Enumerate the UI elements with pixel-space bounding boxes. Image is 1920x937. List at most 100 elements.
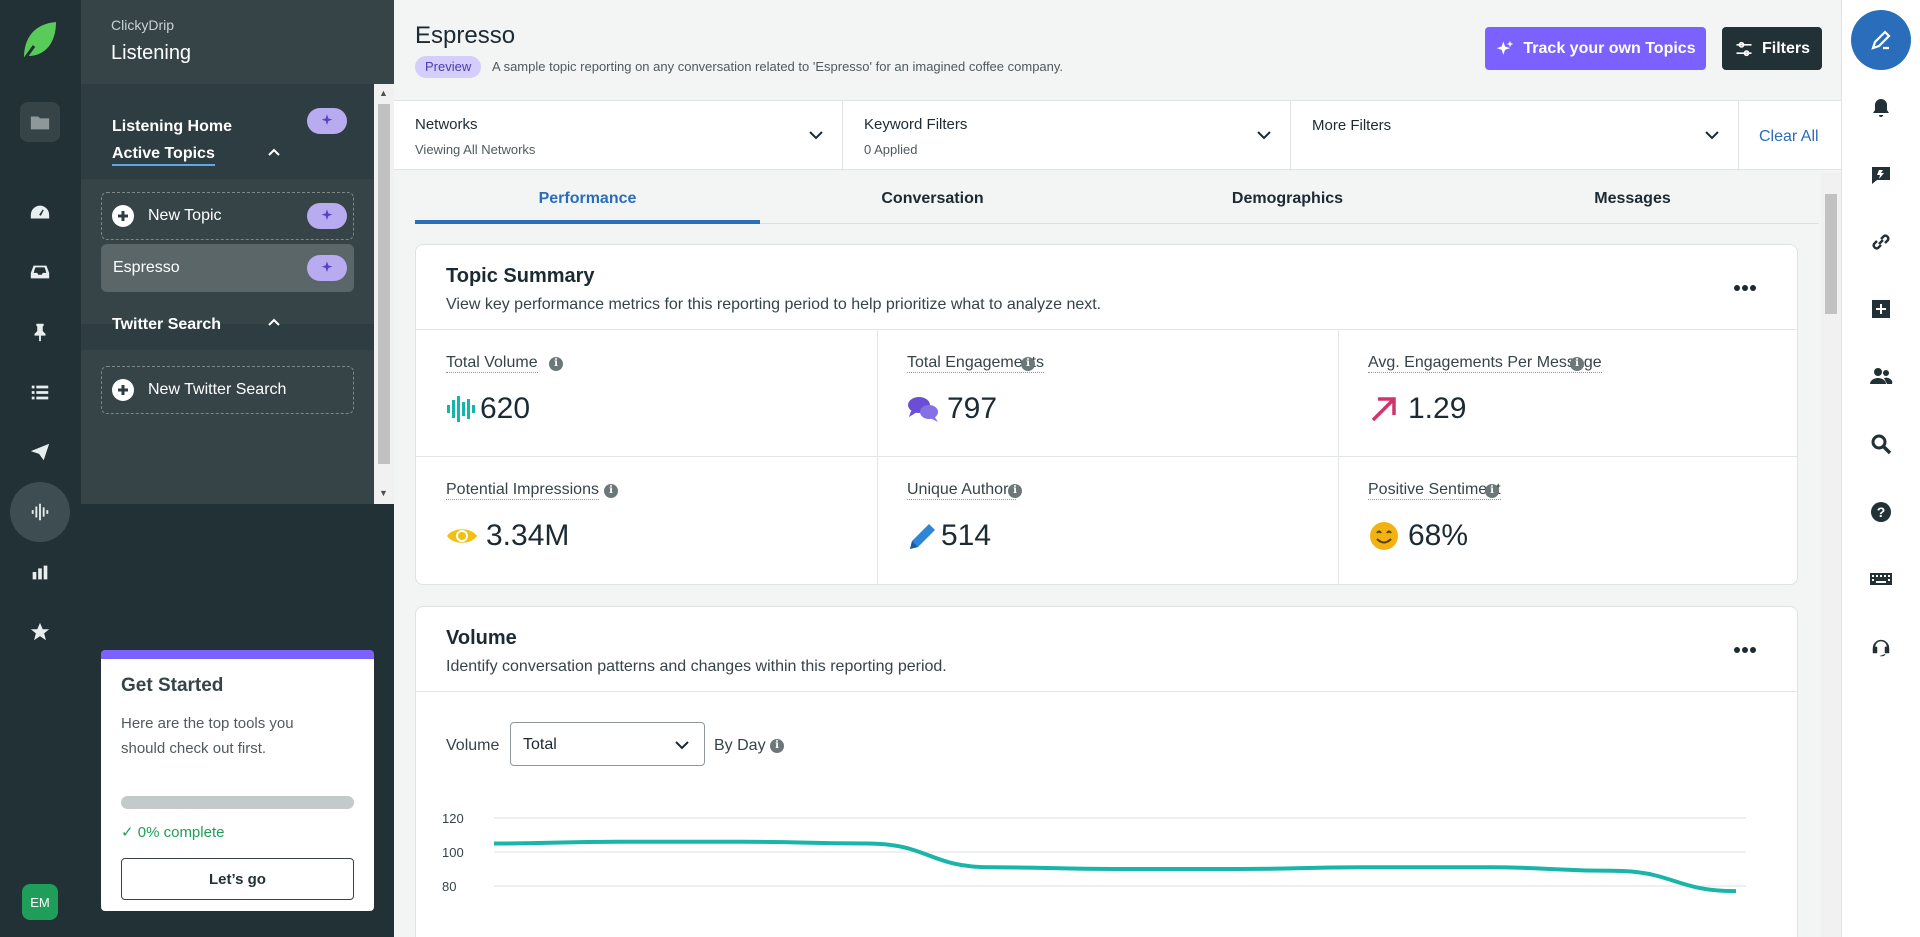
topic-summary-card: Topic Summary View key performance metri… [415, 244, 1798, 585]
subnav-scroll-thumb[interactable] [378, 104, 390, 464]
app-logo-icon[interactable] [20, 20, 58, 62]
listening-home-link[interactable]: Listening Home [112, 118, 233, 135]
metric-value: 620 [480, 392, 531, 425]
send-paper-plane-icon[interactable] [20, 432, 60, 472]
volume-title: Volume [446, 627, 517, 649]
keyboard-icon[interactable] [1869, 567, 1893, 591]
help-icon[interactable]: ? [1869, 500, 1893, 524]
networks-filter-label: Networks [415, 116, 478, 133]
by-day-label: By Day i [714, 737, 785, 755]
sparkle-icon[interactable] [307, 108, 347, 134]
activity-chat-icon[interactable] [1869, 163, 1893, 187]
metric-label[interactable]: Potential Impressions [446, 481, 599, 500]
volume-description: Identify conversation patterns and chang… [446, 658, 947, 675]
search-icon[interactable] [1869, 432, 1893, 456]
y-tick-label: 100 [442, 845, 464, 860]
clear-all-link[interactable]: Clear All [1759, 128, 1819, 145]
metric-value: 1.29 [1408, 392, 1467, 425]
metric-potential-impressions: Potential Impressions i 3.34M [416, 456, 876, 584]
sliders-icon [1736, 41, 1752, 56]
main-scroll-thumb[interactable] [1825, 194, 1837, 314]
filters-label: Filters [1761, 39, 1810, 57]
subnav-panel: Listening Home Active Topics New Topic E… [81, 84, 374, 504]
tab-demographics[interactable]: Demographics [1231, 190, 1344, 207]
networks-filter[interactable]: Networks Viewing All Networks [394, 101, 843, 171]
preview-badge: Preview [415, 56, 482, 78]
main-scrollbar[interactable] [1821, 172, 1841, 937]
metric-unique-authors: Unique Authors i 514 [877, 456, 1337, 584]
track-topics-button[interactable]: Track your own Topics [1485, 27, 1706, 70]
inbox-icon[interactable] [20, 252, 60, 292]
list-icon[interactable] [20, 372, 60, 412]
reports-bar-chart-icon[interactable] [20, 552, 60, 592]
new-twitter-search-label: New Twitter Search [148, 381, 287, 398]
add-square-icon[interactable] [1869, 297, 1893, 321]
tab-performance[interactable]: Performance [415, 180, 760, 224]
scroll-up-arrow-icon[interactable]: ▲ [379, 88, 388, 98]
progress-text: 0% complete [137, 824, 225, 841]
scroll-down-arrow-icon[interactable]: ▼ [379, 488, 388, 498]
volume-series-line[interactable] [493, 839, 1737, 894]
info-icon[interactable]: i [770, 738, 785, 753]
volume-line-chart: 120 100 80 [442, 811, 1746, 894]
info-icon[interactable]: i [604, 484, 618, 498]
info-icon[interactable]: i [1021, 357, 1035, 371]
metric-label[interactable]: Unique Authors [907, 481, 1017, 500]
listening-subnav: ClickyDrip Listening Listening Home Acti… [81, 0, 394, 937]
chevron-down-icon [672, 735, 692, 755]
volume-type-select[interactable]: Total [510, 722, 705, 766]
dashboard-gauge-icon[interactable] [20, 193, 60, 233]
compose-pencil-icon [1871, 30, 1891, 50]
metric-label[interactable]: Total Engagements [907, 354, 1044, 373]
twitter-search-header[interactable]: Twitter Search [112, 316, 222, 333]
plus-icon [112, 205, 134, 227]
listening-waveform-icon[interactable] [10, 482, 70, 542]
info-icon[interactable]: i [549, 357, 563, 371]
metric-label[interactable]: Total Volume [446, 354, 538, 373]
networks-filter-value: Viewing All Networks [415, 142, 536, 157]
topic-item-label: Espresso [113, 259, 180, 276]
info-icon[interactable]: i [1570, 357, 1584, 371]
svg-text:?: ? [1877, 504, 1886, 520]
folder-icon[interactable] [20, 102, 60, 142]
chat-bubbles-icon [907, 393, 939, 425]
org-name: ClickyDrip [111, 17, 174, 33]
tab-conversation[interactable]: Conversation [881, 190, 984, 207]
info-icon[interactable]: i [1008, 484, 1022, 498]
chevron-down-icon [1254, 125, 1274, 145]
sparkle-icon[interactable] [307, 255, 347, 281]
more-filters[interactable]: More Filters [1291, 101, 1739, 171]
more-options-icon[interactable] [1733, 641, 1757, 653]
pin-icon[interactable] [20, 312, 60, 352]
new-twitter-search-button[interactable]: New Twitter Search [101, 366, 354, 414]
right-action-rail: ? [1841, 0, 1920, 937]
get-started-progress-label: ✓ 0% complete [121, 823, 224, 841]
support-headset-icon[interactable] [1869, 635, 1893, 659]
metric-label[interactable]: Positive Sentiment [1368, 481, 1501, 500]
tab-messages[interactable]: Messages [1594, 190, 1671, 207]
sparkle-icon [1497, 40, 1514, 55]
eye-icon [446, 520, 478, 552]
chevron-up-icon[interactable] [264, 312, 284, 332]
metric-value: 3.34M [486, 519, 570, 552]
info-icon[interactable]: i [1485, 484, 1499, 498]
active-topics-header[interactable]: Active Topics [112, 145, 215, 166]
arrow-up-right-icon [1368, 393, 1400, 425]
metric-positive-sentiment: Positive Sentiment i 68% [1338, 456, 1798, 584]
compose-button[interactable] [1851, 10, 1911, 70]
more-options-icon[interactable] [1733, 279, 1757, 291]
metric-label[interactable]: Avg. Engagements Per Message [1368, 354, 1602, 373]
users-icon[interactable] [1869, 364, 1893, 388]
user-avatar[interactable]: EM [22, 884, 58, 920]
bell-icon[interactable] [1869, 96, 1893, 120]
chevron-up-icon[interactable] [264, 142, 284, 162]
link-icon[interactable] [1869, 230, 1893, 254]
filters-button[interactable]: Filters [1722, 27, 1822, 70]
reviews-star-icon[interactable] [20, 612, 60, 652]
by-day-text: By Day [714, 737, 766, 754]
plus-icon [112, 379, 134, 401]
new-topic-button[interactable]: New Topic [101, 192, 354, 240]
lets-go-button[interactable]: Let’s go [121, 858, 354, 900]
sparkle-icon[interactable] [307, 203, 347, 229]
keyword-filter[interactable]: Keyword Filters 0 Applied [843, 101, 1291, 171]
